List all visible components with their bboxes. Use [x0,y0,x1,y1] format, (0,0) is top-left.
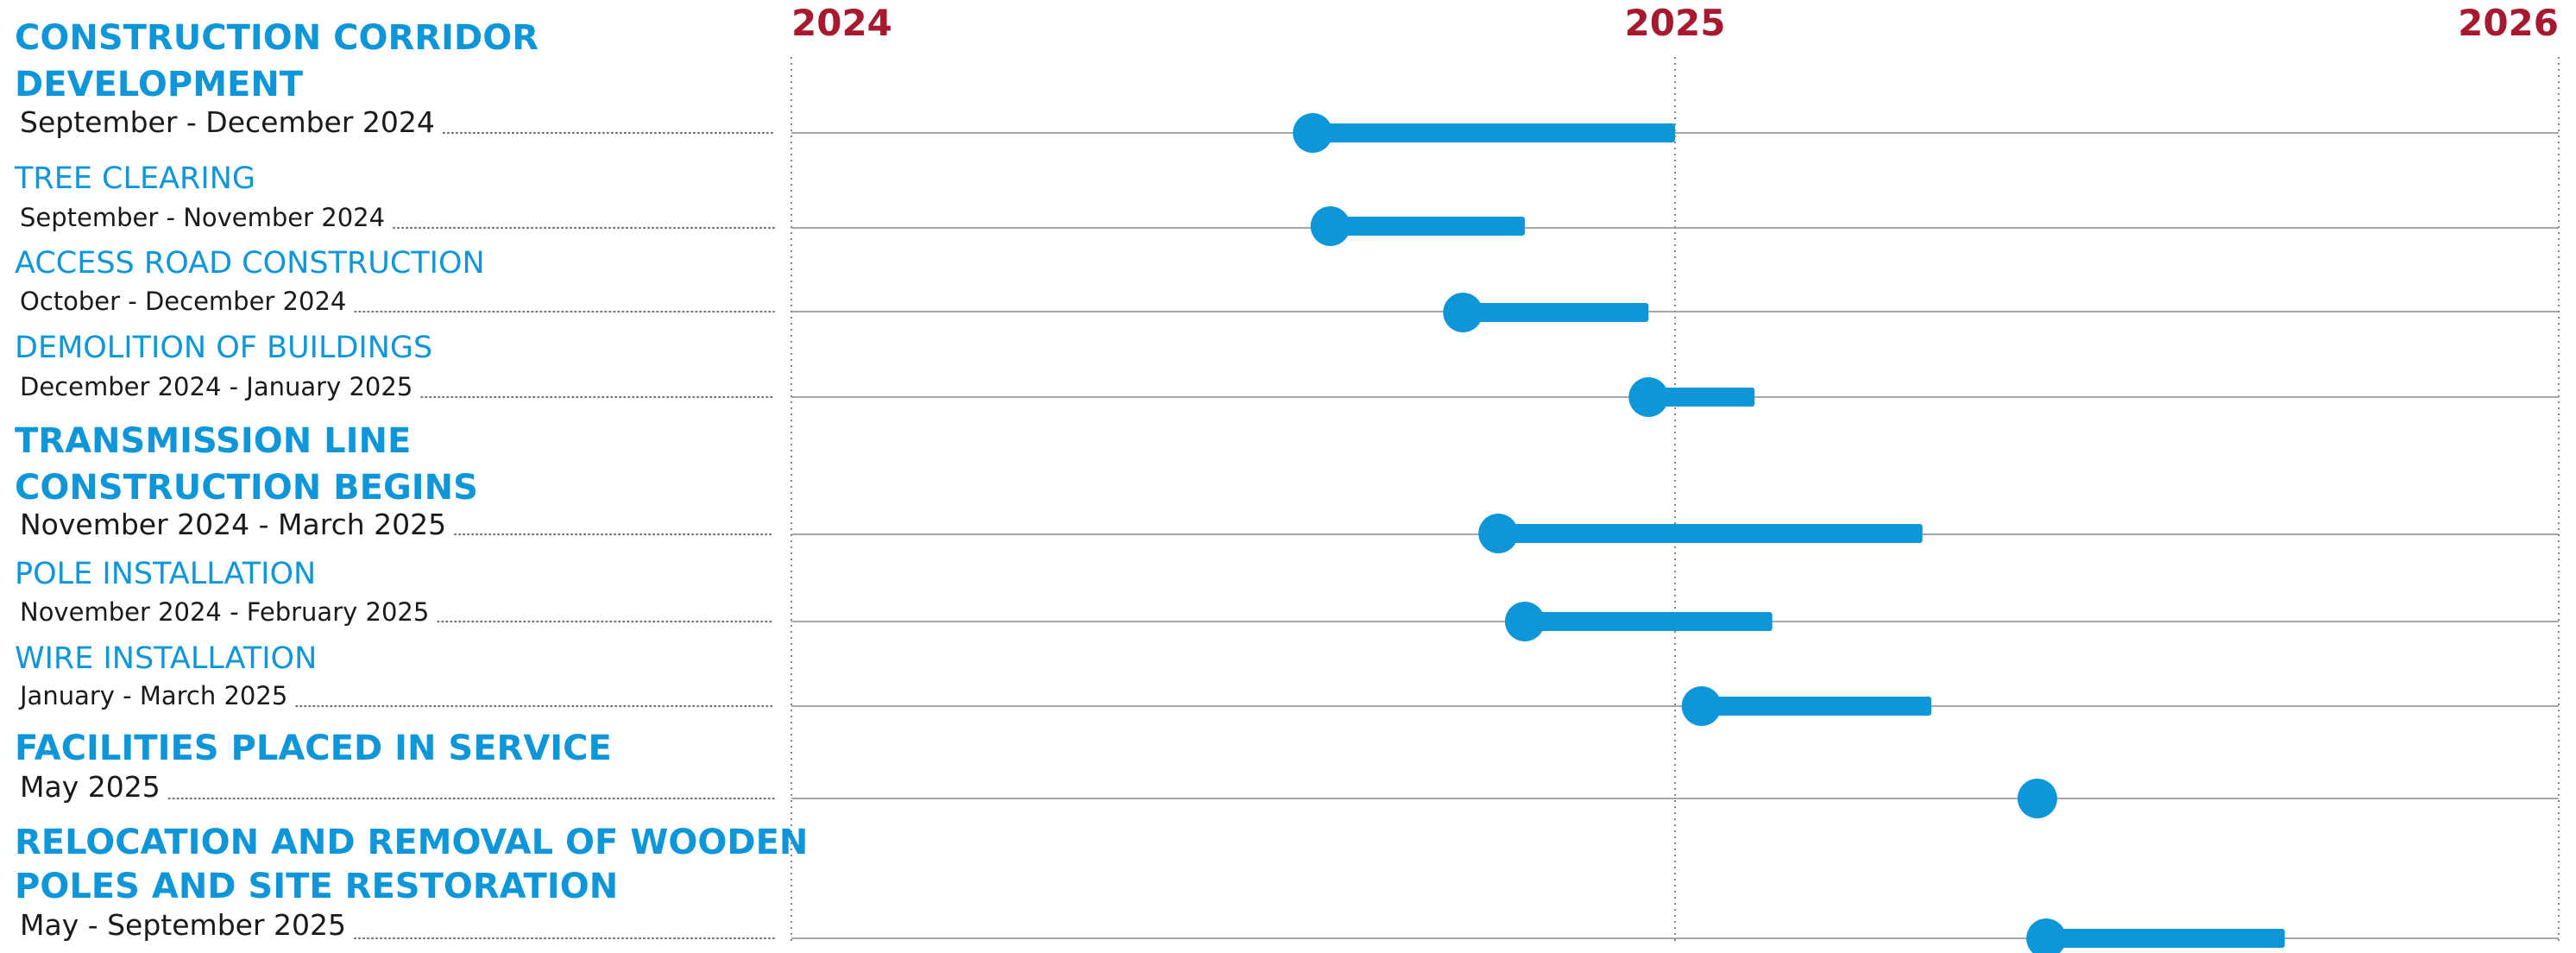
task-row: RELOCATION AND REMOVAL OF WOODEN POLES AN… [15,823,2559,953]
start-dot [1628,377,1669,417]
task-title: DEVELOPMENT [15,65,304,104]
task-dates: December 2024 - January 2025 [20,372,413,401]
task-dates: September - November 2024 [20,203,385,232]
task-dates: November 2024 - March 2025 [20,508,446,541]
duration-bar [2046,929,2285,948]
task-title: CONSTRUCTION CORRIDOR [15,18,539,58]
task-row: ACCESS ROAD CONSTRUCTION October - Decemb… [15,246,2559,332]
start-dot [1443,293,1483,332]
task-title: DEMOLITION OF BUILDINGS [15,331,432,365]
start-dot [1310,206,1351,246]
task-title: ACCESS ROAD CONSTRUCTION [15,246,485,281]
start-dot [1293,113,1333,153]
task-dates: May - September 2025 [20,908,346,942]
duration-bar [1648,388,1755,407]
task-row: TRANSMISSION LINE CONSTRUCTION BEGINSNove… [15,421,2559,553]
duration-bar [1701,697,1931,716]
task-title: CONSTRUCTION BEGINS [15,468,478,508]
year-gridlines [790,57,2560,941]
task-row: DEMOLITION OF BUILDINGS December 2024 - J… [15,331,2559,417]
task-title: WIRE INSTALLATION [15,641,317,676]
duration-bar [1330,217,1525,236]
start-dot [1478,514,1519,553]
task-row: POLE INSTALLATION November 2024 - Februar… [15,557,2559,641]
task-row: WIRE INSTALLATION January - March 2025 [15,641,2559,726]
duration-bar [1498,524,1923,543]
task-dates: May 2025 [20,770,161,804]
year-axis: 2024 2025 2026 [791,2,2559,44]
year-label-2025: 2025 [1625,2,1726,44]
task-row: CONSTRUCTION CORRIDOR DEVELOPMENTSeptembe… [15,18,2559,153]
task-title: POLES AND SITE RESTORATION [15,867,618,906]
start-dot [1681,686,1722,726]
task-dates: November 2024 - February 2025 [20,597,429,627]
year-label-2024: 2024 [791,2,892,44]
duration-bar [1313,123,1675,142]
task-title: TREE CLEARING [14,161,255,196]
start-dot [1504,602,1545,641]
task-title: TRANSMISSION LINE [15,421,411,461]
duration-bar [1524,612,1773,631]
task-dates: September - December 2024 [20,105,435,139]
task-dates: January - March 2025 [18,681,287,710]
year-label-2026: 2026 [2458,2,2559,44]
task-row: TREE CLEARING September - November 2024 [14,161,2559,246]
duration-bar [1463,303,1649,322]
task-dates: October - December 2024 [20,287,346,316]
task-title: POLE INSTALLATION [15,557,316,591]
task-title: RELOCATION AND REMOVAL OF WOODEN [15,823,808,862]
task-rows: CONSTRUCTION CORRIDORDEVELOPMENTSeptembe… [14,18,2559,953]
start-dot [2026,918,2067,953]
start-dot [2017,779,2057,818]
task-title: FACILITIES PLACED IN SERVICE [15,729,612,768]
